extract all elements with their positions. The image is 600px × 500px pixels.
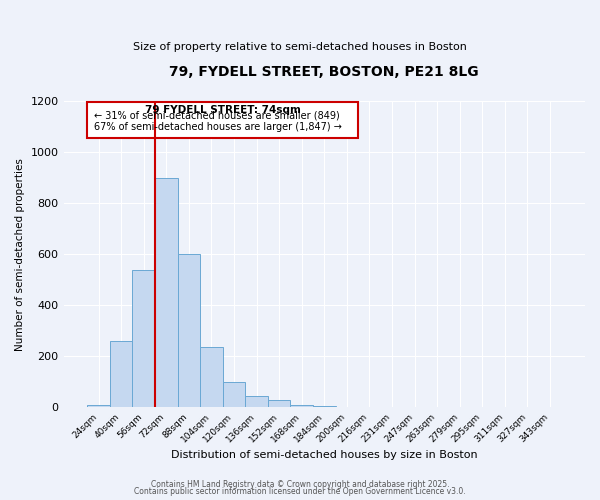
Bar — [178, 254, 200, 408]
Bar — [313, 406, 335, 407]
Bar — [223, 382, 245, 407]
Bar — [133, 270, 155, 407]
Text: 67% of semi-detached houses are larger (1,847) →: 67% of semi-detached houses are larger (… — [94, 122, 342, 132]
Text: Contains public sector information licensed under the Open Government Licence v3: Contains public sector information licen… — [134, 487, 466, 496]
Bar — [245, 396, 268, 407]
Bar — [155, 178, 178, 408]
Bar — [268, 400, 290, 407]
Bar — [87, 405, 110, 407]
Text: Size of property relative to semi-detached houses in Boston: Size of property relative to semi-detach… — [133, 42, 467, 52]
Text: ← 31% of semi-detached houses are smaller (849): ← 31% of semi-detached houses are smalle… — [94, 110, 340, 120]
Bar — [87, 102, 358, 138]
Text: 79 FYDELL STREET: 74sqm: 79 FYDELL STREET: 74sqm — [145, 106, 301, 116]
Bar — [110, 341, 133, 407]
Bar — [290, 406, 313, 407]
X-axis label: Distribution of semi-detached houses by size in Boston: Distribution of semi-detached houses by … — [171, 450, 478, 460]
Bar — [200, 348, 223, 408]
Y-axis label: Number of semi-detached properties: Number of semi-detached properties — [15, 158, 25, 350]
Title: 79, FYDELL STREET, BOSTON, PE21 8LG: 79, FYDELL STREET, BOSTON, PE21 8LG — [169, 65, 479, 79]
Text: Contains HM Land Registry data © Crown copyright and database right 2025.: Contains HM Land Registry data © Crown c… — [151, 480, 449, 489]
